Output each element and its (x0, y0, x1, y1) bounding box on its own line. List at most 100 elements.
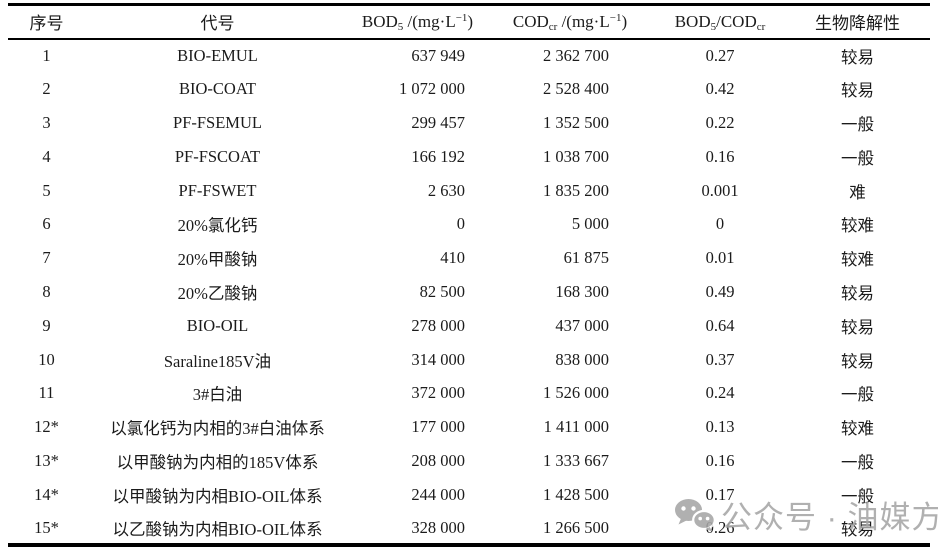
cell-col0: 13* (34, 450, 59, 470)
header-segment: COD (512, 11, 549, 31)
cell-col5: 较难 (841, 250, 874, 270)
cell-col4: 0.16 (705, 450, 735, 470)
cell-col1: 3#白油 (192, 385, 243, 405)
cell-col0: 3 (42, 112, 51, 132)
cell-col5: 一般 (841, 114, 874, 134)
cell-col4: 0 (715, 214, 725, 234)
cell-col1: 20%氯化钙 (177, 216, 258, 236)
cell-col0: 11 (38, 383, 55, 403)
cell-col3: 1 411 000 (543, 417, 609, 437)
header-segment: /COD (716, 11, 757, 31)
cell-col3: 437 000 (555, 315, 609, 335)
cell-col1: 20%乙酸钠 (177, 283, 258, 303)
cell-col5: 较易 (841, 47, 874, 67)
table-row: 14* 以甲酸钠为内相BIO-OIL体系 244 000 1 428 500 0.17 一… (8, 478, 930, 512)
header-segment: /(mg·L (403, 11, 456, 31)
cell-col5: 较易 (841, 283, 874, 303)
cell-col2: 208 000 (411, 450, 465, 470)
column-header-bod5: BOD5 /(mg·L−1) (350, 5, 485, 39)
cell-col1: PF-FSEMUL (173, 112, 262, 132)
cell-col5: 较易 (841, 351, 874, 371)
cell-col4: 0.49 (705, 281, 735, 301)
cell-col2: 372 000 (411, 383, 465, 403)
column-header-code: 代号 (85, 5, 350, 39)
cell-col1: PF-FSWET (178, 180, 257, 200)
header-segment: 5 (710, 20, 717, 33)
cell-col1: 以乙酸钠为内相BIO-OIL体系 (112, 519, 323, 539)
cell-col0: 7 (42, 248, 51, 268)
table-row: 7 20%甲酸钠 410 61 875 0.01 较难 (8, 241, 930, 275)
header-segment: BOD (361, 11, 398, 31)
cell-col3: 1 835 200 (543, 180, 609, 200)
header-row: 序号 代号 BOD5 /(mg·L−1) CODcr /(mg·L−1) BOD… (8, 5, 930, 39)
cell-col5: 较难 (841, 216, 874, 236)
cell-col2: 177 000 (411, 417, 465, 437)
cell-col4: 0.42 (705, 79, 735, 99)
cell-col0: 2 (42, 79, 51, 99)
cell-col2: 637 949 (411, 45, 465, 65)
header-segment: ) (621, 11, 628, 31)
cell-col4: 0.17 (705, 484, 735, 504)
cell-col5: 较难 (841, 419, 874, 439)
cell-col1: PF-FSCOAT (174, 146, 261, 166)
cell-col5: 一般 (841, 452, 874, 472)
column-header-index: 序号 (8, 5, 85, 39)
cell-col3: 1 038 700 (543, 146, 609, 166)
cell-col0: 5 (42, 180, 51, 200)
cell-col1: 以甲酸钠为内相BIO-OIL体系 (112, 486, 323, 506)
cell-col2: 328 000 (411, 517, 465, 537)
table-body: 1 BIO-EMUL 637 949 2 362 700 0.27 较易 2 BIO-COAT… (8, 39, 930, 546)
table-row: 4 PF-FSCOAT 166 192 1 038 700 0.16 一般 (8, 140, 930, 174)
cell-col0: 12* (34, 417, 59, 437)
cell-col1: BIO-EMUL (177, 45, 258, 65)
cell-col5: 较易 (841, 519, 874, 539)
cell-col2: 82 500 (419, 281, 465, 301)
cell-col5: 一般 (841, 385, 874, 405)
cell-col2: 410 (440, 248, 465, 268)
cell-col4: 0.13 (705, 417, 735, 437)
cell-col3: 2 362 700 (543, 45, 609, 65)
cell-col2: 314 000 (411, 349, 465, 369)
cell-col0: 4 (42, 146, 51, 166)
cell-col5: 一般 (841, 148, 874, 168)
cell-col3: 1 428 500 (543, 484, 609, 504)
cell-col0: 15* (34, 517, 59, 537)
cell-col2: 1 072 000 (399, 79, 465, 99)
header-segment: −1 (455, 11, 468, 24)
cell-col5: 难 (849, 182, 866, 202)
cell-col3: 2 528 400 (543, 79, 609, 99)
table-row: 13* 以甲酸钠为内相的185V体系 208 000 1 333 667 0.16 一般 (8, 444, 930, 478)
table-row: 12* 以氯化钙为内相的3#白油体系 177 000 1 411 000 0.13 较难 (8, 410, 930, 444)
header-segment: BOD (674, 11, 711, 31)
table-row: 2 BIO-COAT 1 072 000 2 528 400 0.42 较易 (8, 72, 930, 106)
cell-col4: 0.26 (705, 517, 735, 537)
cell-col1: 以甲酸钠为内相的185V体系 (116, 452, 319, 472)
cell-col4: 0.64 (705, 315, 735, 335)
cell-col2: 0 (456, 214, 465, 234)
cell-col0: 6 (42, 214, 51, 234)
header-segment: 生物降解性 (815, 14, 900, 34)
table-row: 11 3#白油 372 000 1 526 000 0.24 一般 (8, 376, 930, 410)
cell-col5: 较易 (841, 317, 874, 337)
cell-col4: 0.37 (705, 349, 735, 369)
cell-col4: 0.27 (705, 45, 735, 65)
cell-col0: 14* (34, 484, 59, 504)
cell-col0: 10 (38, 349, 55, 369)
header-segment: 5 (397, 20, 404, 33)
table-row: 6 20%氯化钙 0 5 000 0 较难 (8, 207, 930, 241)
table-row: 1 BIO-EMUL 637 949 2 362 700 0.27 较易 (8, 39, 930, 73)
cell-col2: 244 000 (411, 484, 465, 504)
cell-col2: 166 192 (411, 146, 465, 166)
cell-col3: 61 875 (563, 248, 609, 268)
cell-col5: 较易 (841, 81, 874, 101)
table-header: 序号 代号 BOD5 /(mg·L−1) CODcr /(mg·L−1) BOD… (8, 5, 930, 39)
table-row: 9 BIO-OIL 278 000 437 000 0.64 较易 (8, 309, 930, 343)
header-segment: /(mg·L (557, 11, 610, 31)
cell-col3: 1 333 667 (543, 450, 609, 470)
table-row: 10 Saraline185V油 314 000 838 000 0.37 较易 (8, 343, 930, 377)
header-segment: 序号 (29, 14, 64, 34)
header-segment: cr (756, 20, 766, 33)
header-segment: 代号 (200, 14, 235, 34)
header-segment: cr (548, 20, 558, 33)
header-segment: ) (467, 11, 474, 31)
